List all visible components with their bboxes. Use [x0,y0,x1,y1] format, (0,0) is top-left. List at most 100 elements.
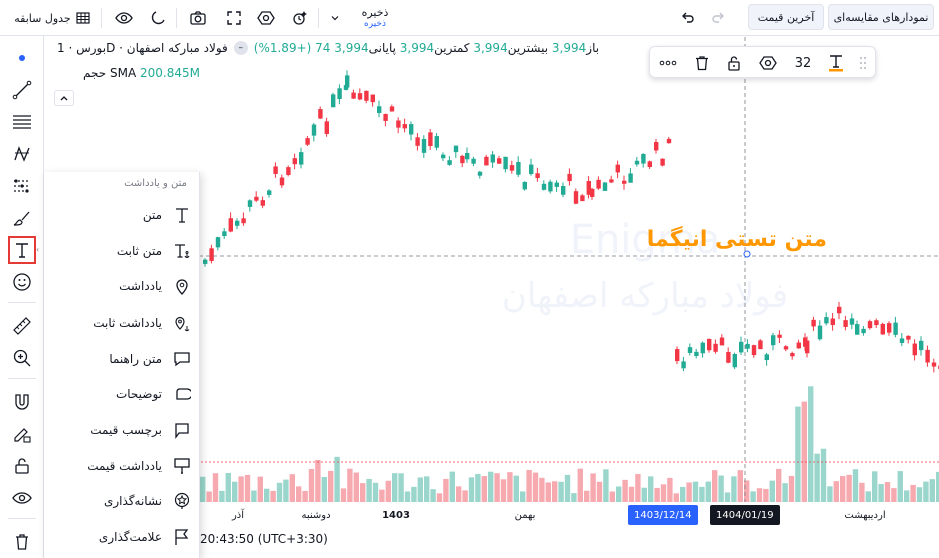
font-size-select[interactable]: 32 [794,55,812,71]
fib-retracement-icon[interactable] [8,108,36,136]
volume-bar [417,477,423,502]
volume-bar [737,470,743,502]
menu-item-anchored-note[interactable]: یادداشت ثابت [44,306,200,340]
candle-body [370,94,375,103]
volume-bar [532,472,539,502]
candle-body [837,306,842,314]
legend-menu-button[interactable]: – [233,41,248,55]
volume-bar [820,448,827,502]
volume-bar [897,471,903,502]
volume-bar [788,475,795,502]
menu-item-callout[interactable]: متن راهنما [44,342,200,376]
candle-body [434,136,439,148]
moon-icon[interactable] [146,6,170,30]
volume-bar [827,486,833,502]
ruler-icon[interactable] [8,312,36,340]
visibility-icon[interactable] [8,484,36,512]
magic-indicator-icon[interactable] [288,6,312,30]
menu-item-flag[interactable]: علامت‌گذاری [44,520,200,554]
candle-body [758,340,763,350]
volume-bar [398,473,404,502]
drawing-settings-icon[interactable] [756,51,780,75]
last-price-button[interactable]: آخرین قیمت [748,4,824,30]
text-tool-button[interactable] [8,236,36,264]
volume-bar [641,487,647,502]
volume-bar [372,482,379,502]
projection-icon[interactable] [8,172,36,200]
menu-item-signpost[interactable]: نشانه‌گذاری [44,484,200,518]
volume-bar [763,488,769,502]
more-options-icon[interactable] [656,51,680,75]
trend-line-icon[interactable] [8,76,36,104]
status-clock: 20:43:50 (UTC+3:30) [200,532,328,546]
separator [8,378,36,379]
redo-icon[interactable] [706,6,730,30]
text-icon [16,243,28,258]
menu-item-comment[interactable]: توضیحات [44,377,200,411]
compare-charts-button[interactable]: نمودارهای مقایسه‌ای [828,4,934,30]
cursor-dot-icon[interactable] [8,44,36,72]
volume-bar [219,490,225,502]
volume-bar [795,406,801,502]
candle-body [409,124,414,135]
candle-body [843,320,848,327]
candle-body [447,160,452,165]
volume-bar [840,476,846,502]
save-button[interactable]: ذخیره ذخیره [350,2,400,32]
pattern-icon[interactable] [8,140,36,168]
candle-body [647,161,652,168]
candle-body [215,237,221,248]
volume-bar [673,493,679,502]
volume-bar [366,478,372,502]
price-chart[interactable]: Enigma فولاد مبارکه اصفهان متن تستی انیگ… [45,37,939,528]
candle-body [713,343,718,352]
magnet-icon[interactable] [8,388,36,416]
volume-bar [289,474,295,502]
menu-item-price-note[interactable]: یادداشت قیمت [44,449,200,483]
volume-bar [404,491,411,502]
chart-text-annotation[interactable]: متن تستی انیگما [647,225,827,252]
lock-drawing-icon[interactable] [722,51,746,75]
hexagon-settings-icon[interactable] [254,6,278,30]
candle-body [337,88,342,99]
volume-bar [660,484,667,502]
toolbar-expand-handle[interactable]: ‹ [36,245,40,254]
candle-body [880,323,885,335]
text-anchor-handle[interactable] [743,250,751,258]
collapse-legend-button[interactable] [54,90,74,106]
volume-bar [308,468,315,502]
chevron-down-icon[interactable] [326,8,344,28]
fullscreen-icon[interactable] [222,6,246,30]
table-label: جدول سابقه [14,11,71,25]
candle-body [554,182,559,187]
volume-label: حجم [83,66,107,80]
volume-bar [833,481,839,502]
candle-body [641,153,646,164]
trash-icon[interactable] [8,528,36,556]
undo-icon[interactable] [676,6,700,30]
menu-item-text[interactable]: متن [44,198,200,232]
x-tick-label: اردیبهشت [844,510,886,521]
text-color-button[interactable] [824,51,848,75]
brush-icon[interactable] [8,204,36,232]
camera-icon[interactable] [186,6,210,30]
price-legend: بورس · 1D · فولاد مبارکه اصفهان – باز3,9… [57,41,599,55]
unlock-icon[interactable] [8,452,36,480]
drag-handle-icon[interactable] [856,51,870,75]
eye-icon[interactable] [112,6,136,30]
volume-bar [392,473,398,502]
emoji-icon[interactable] [8,268,36,296]
delete-drawing-icon[interactable] [690,51,714,75]
candle-body [666,138,672,144]
volume-bar [430,489,436,502]
menu-item-anchored-text[interactable]: متن ثابت [44,234,200,268]
zoom-in-icon[interactable] [8,344,36,372]
candle-body [345,75,350,88]
lock-pencil-icon[interactable] [8,420,36,448]
history-table-button[interactable]: جدول سابقه [10,6,94,30]
menu-item-note[interactable]: یادداشت [44,269,200,303]
volume-bar [225,472,231,502]
menu-item-price-label[interactable]: برچسب قیمت [44,413,200,447]
volume-bar [667,477,673,502]
instrument-title[interactable]: بورس · 1D · فولاد مبارکه اصفهان [57,41,228,55]
